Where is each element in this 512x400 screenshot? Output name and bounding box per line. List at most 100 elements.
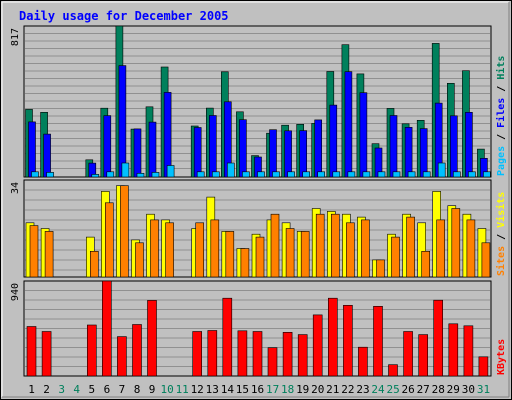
bar-pages <box>46 172 54 178</box>
bar-kbytes <box>403 331 413 377</box>
bar-pages <box>468 171 476 178</box>
bar-pages <box>332 171 341 178</box>
x-tick-label: 26 <box>401 383 414 396</box>
panel-visits-sites: 34 Sites / Visits <box>10 179 507 278</box>
x-tick-label: 29 <box>447 383 460 396</box>
bar-sites <box>391 236 400 278</box>
x-tick-label: 1 <box>28 383 35 396</box>
bar-sites <box>225 231 235 278</box>
bar-kbytes <box>418 334 429 377</box>
bar-sites <box>150 219 159 278</box>
x-tick-label: 22 <box>341 383 354 396</box>
bar-kbytes <box>297 334 308 377</box>
bar-files <box>28 121 36 178</box>
bar-pages <box>242 171 250 178</box>
bar-sites <box>240 248 250 278</box>
bar-pages <box>212 171 220 178</box>
bar-files <box>389 115 398 178</box>
bar-sites <box>346 222 355 278</box>
side-legend-part: Files <box>495 98 507 128</box>
bar-sites <box>300 231 310 278</box>
bar-kbytes <box>463 325 474 377</box>
bar-files <box>404 127 413 178</box>
x-tick-label: 5 <box>88 383 95 396</box>
bar-sites <box>330 213 340 278</box>
x-tick-label: 17 <box>266 383 279 396</box>
bar-sites <box>466 219 476 278</box>
x-tick-label: 3 <box>58 383 65 396</box>
bar-kbytes <box>358 346 368 377</box>
x-tick-label: 25 <box>386 383 399 396</box>
bar-pages <box>452 171 461 178</box>
bar-sites <box>29 225 39 278</box>
x-tick-label: 23 <box>356 383 369 396</box>
bar-kbytes <box>237 330 248 377</box>
bar-sites <box>120 185 129 278</box>
bar-kbytes <box>41 331 52 377</box>
bar-pages <box>347 171 356 178</box>
bar-kbytes <box>117 336 127 377</box>
bar-sites <box>255 236 265 278</box>
bar-sites <box>436 219 446 278</box>
x-tick-label: 10 <box>160 383 173 396</box>
side-legend-part: / <box>496 80 507 98</box>
x-tick-label: 11 <box>176 383 189 396</box>
x-tick-label: 21 <box>326 383 339 396</box>
bar-kbytes <box>252 331 263 377</box>
bar-kbytes <box>327 297 338 377</box>
panel-side-legend: KBytes <box>496 339 507 375</box>
bar-kbytes <box>478 356 489 377</box>
bar-files <box>239 119 247 178</box>
bar-sites <box>421 251 431 278</box>
bar-kbytes <box>373 305 383 377</box>
panel-max-label: 817 <box>10 28 21 46</box>
panel-max-label: 34 <box>10 182 21 194</box>
bar-files <box>163 92 172 178</box>
bar-pages <box>272 171 280 178</box>
bar-pages <box>317 171 326 178</box>
x-tick-label: 31 <box>477 383 490 396</box>
bar-sites <box>376 259 385 278</box>
bar-sites <box>451 208 461 278</box>
bar-kbytes <box>388 364 398 377</box>
bar-kbytes <box>343 304 353 377</box>
bar-pages <box>91 174 100 178</box>
bar-sites <box>135 242 144 278</box>
panel-max-label: 940 <box>10 283 21 301</box>
bar-pages <box>392 171 401 178</box>
bar-pages <box>287 171 295 178</box>
x-tick-label: 19 <box>296 383 309 396</box>
side-legend-part: Visits <box>495 192 507 228</box>
bar-pages <box>483 171 491 178</box>
bar-kbytes <box>132 324 142 377</box>
bar-files <box>299 130 308 178</box>
x-tick-label: 16 <box>251 383 264 396</box>
side-legend-part: Hits <box>495 56 507 80</box>
bar-files <box>449 115 458 178</box>
x-tick-label: 20 <box>311 383 324 396</box>
panel-kbytes: 940 KBytes <box>10 280 507 377</box>
panel-hits-files-pages: 817 Pages / Files / Hits <box>10 25 507 178</box>
chart-panels: 817 Pages / Files / Hits 34 Sites / Visits 9… <box>10 25 507 377</box>
bar-sites <box>315 213 325 278</box>
bar-kbytes <box>312 314 323 377</box>
x-tick-label: 18 <box>281 383 294 396</box>
bar-files <box>344 71 353 178</box>
x-tick-label: 8 <box>134 383 141 396</box>
chart-title: Daily usage for December 2005 <box>19 9 229 23</box>
bar-pages <box>106 171 115 178</box>
bar-kbytes <box>433 299 444 377</box>
x-tick-label: 9 <box>149 383 156 396</box>
bar-sites <box>481 242 491 278</box>
bar-pages <box>437 162 446 178</box>
bar-pages <box>166 165 175 178</box>
bar-files <box>103 115 112 178</box>
x-tick-label: 30 <box>462 383 475 396</box>
side-legend-part: KBytes <box>496 339 507 375</box>
bar-files <box>359 92 368 178</box>
panel-side-legend: Pages / Files / Hits <box>495 56 507 176</box>
bar-files <box>193 127 202 178</box>
bar-files <box>209 115 217 178</box>
bar-pages <box>196 171 205 178</box>
